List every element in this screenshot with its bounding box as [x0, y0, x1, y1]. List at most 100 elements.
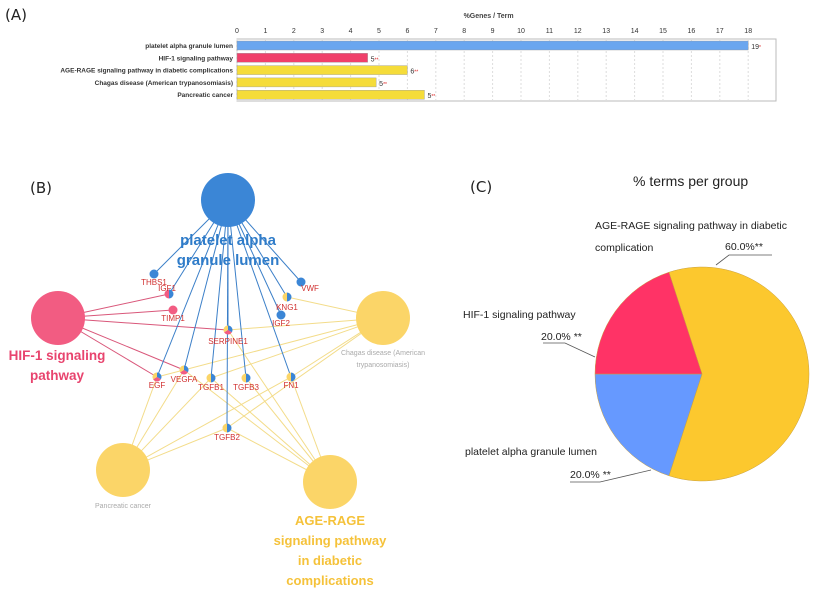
gene-node-segment — [246, 373, 251, 383]
slice-label: AGE-RAGE signaling pathway in diabetic — [595, 220, 787, 232]
gene-node-segment — [206, 373, 211, 383]
x-tick-label: 13 — [602, 28, 610, 35]
gene-node-segment — [179, 365, 184, 373]
x-tick-label: 6 — [405, 28, 409, 35]
gene-node-segment — [241, 373, 246, 383]
x-tick-label: 9 — [491, 28, 495, 35]
gene-label: VWF — [301, 284, 319, 293]
gene-label: TGFB3 — [233, 383, 259, 392]
term-label-age: signaling pathway — [274, 533, 387, 548]
term-node-platelet — [201, 173, 255, 227]
x-tick-label: 16 — [688, 28, 696, 35]
pie-slice — [594, 373, 703, 477]
edge-platelet-tgfb1 — [210, 199, 229, 379]
count-label: 19* — [751, 44, 761, 51]
gene-node — [276, 310, 286, 320]
x-tick-label: 14 — [631, 28, 639, 35]
term-label-chagas: trypanosomiasis) — [357, 362, 410, 369]
category-label: HIF-1 signaling pathway — [159, 55, 234, 62]
bar — [236, 53, 368, 63]
x-tick-label: 3 — [320, 28, 324, 35]
edge-platelet-fn1 — [227, 199, 292, 378]
gene-label: EGF — [149, 381, 166, 390]
gene-label: TGFB1 — [198, 383, 224, 392]
slice-pct: 20.0% ** — [570, 469, 611, 481]
panel-label-c: (C) — [470, 178, 492, 196]
x-tick-label: 17 — [716, 28, 724, 35]
count-label: 5** — [371, 56, 379, 63]
edge-age-serpine1 — [227, 329, 331, 483]
edge-chagas-egf — [156, 317, 384, 378]
bar — [236, 65, 408, 75]
gene-label: THBS1 — [141, 278, 167, 287]
gene-node-segment — [228, 325, 233, 333]
x-tick-label: 15 — [659, 28, 667, 35]
bar — [236, 89, 425, 100]
x-tick-label: 18 — [744, 28, 752, 35]
gene-label: TGFB2 — [214, 433, 240, 442]
bar — [236, 40, 749, 51]
gene-label: FN1 — [283, 381, 299, 390]
term-node-age — [303, 455, 357, 509]
slice-label: complication — [595, 242, 654, 254]
category-label: AGE-RAGE signaling pathway in diabetic c… — [60, 68, 233, 75]
gene-node-segment — [164, 289, 169, 299]
gene-label: IGF2 — [272, 319, 290, 328]
term-label-age: AGE-RAGE — [295, 513, 365, 528]
gene-node-segment — [227, 423, 232, 433]
edge-chagas-tgfb2 — [226, 317, 384, 429]
gene-node-segment — [152, 372, 157, 380]
term-node-hif — [31, 291, 85, 345]
x-tick-label: 2 — [292, 28, 296, 35]
gene-node-segment — [287, 292, 292, 302]
pie-slice — [594, 271, 703, 375]
category-label: Chagas disease (American trypanosomiasis… — [95, 80, 233, 87]
gene-node-segment — [180, 370, 188, 375]
x-tick-label: 4 — [349, 28, 353, 35]
gene-node — [149, 269, 159, 279]
x-tick-label: 1 — [263, 28, 267, 35]
gene-node-segment — [222, 423, 227, 433]
leader-line — [715, 254, 772, 266]
category-label: platelet alpha granule lumen — [145, 43, 233, 50]
count-label: 6** — [410, 69, 418, 76]
gene-label: IGF1 — [158, 284, 176, 293]
edge-hif-serpine1 — [57, 317, 229, 331]
x-tick-label: 0 — [235, 28, 239, 35]
gene-node-segment — [157, 372, 162, 380]
chart-title: %Genes / Term — [464, 13, 514, 20]
slice-pct: 20.0% ** — [541, 331, 582, 343]
gene-node-segment — [224, 330, 232, 335]
gene-label: SERPINE1 — [208, 337, 248, 346]
pie-slice — [668, 266, 810, 482]
x-tick-label: 5 — [377, 28, 381, 35]
leader-line — [570, 469, 652, 483]
edge-pancreatic-fn1 — [122, 376, 292, 471]
term-label-platelet: platelet alpha — [180, 232, 277, 249]
x-tick-label: 10 — [517, 28, 525, 35]
chart-title: % terms per group — [633, 173, 748, 189]
gene-node-segment — [286, 372, 291, 382]
x-tick-label: 7 — [434, 28, 438, 35]
term-label-chagas: Chagas disease (American — [341, 350, 425, 357]
gene-node-segment — [282, 292, 287, 302]
slice-pct: 60.0%** — [725, 241, 763, 253]
edge-chagas-tgfb1 — [210, 317, 384, 379]
term-label-platelet: granule lumen — [177, 252, 280, 269]
bar — [236, 77, 377, 88]
count-label: 5** — [379, 81, 387, 88]
gene-label: VEGFA — [171, 375, 198, 384]
term-label-hif: HIF-1 signaling — [9, 348, 106, 363]
gene-node — [168, 305, 178, 315]
edge-age-vegfa — [183, 369, 331, 483]
panel-label-a: (A) — [5, 6, 27, 24]
gene-node — [296, 277, 306, 287]
gene-node-segment — [223, 325, 228, 333]
slice-label: HIF-1 signaling pathway — [463, 309, 576, 321]
x-tick-label: 12 — [574, 28, 582, 35]
gene-node-segment — [291, 372, 296, 382]
edge-platelet-egf — [156, 199, 229, 378]
